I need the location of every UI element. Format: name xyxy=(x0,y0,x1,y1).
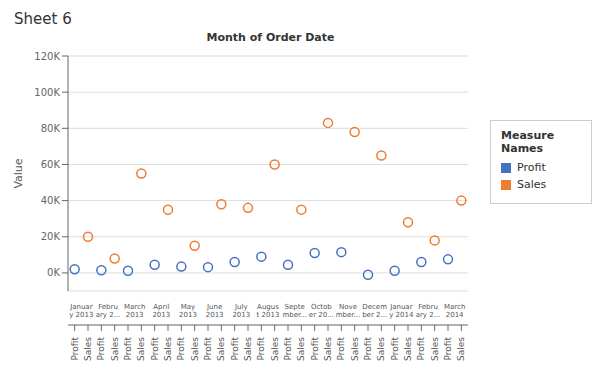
svg-text:January 2013: January 2013 xyxy=(69,303,93,319)
svg-text:Sales: Sales xyxy=(403,337,413,361)
svg-text:Sales: Sales xyxy=(430,337,440,361)
svg-text:August 2013: August 2013 xyxy=(257,303,280,319)
svg-text:Profit: Profit xyxy=(70,337,80,361)
svg-text:100K: 100K xyxy=(34,87,60,98)
svg-text:Profit: Profit xyxy=(443,337,453,361)
svg-text:Profit: Profit xyxy=(256,337,266,361)
svg-text:Value: Value xyxy=(12,158,25,188)
svg-text:Sales: Sales xyxy=(296,337,306,361)
html-text:Sales: Sales xyxy=(517,178,547,191)
svg-text:Sales: Sales xyxy=(190,337,200,361)
svg-text:December 2...: December 2... xyxy=(362,303,387,319)
svg-text:Sales: Sales xyxy=(83,337,93,361)
svg-text:20K: 20K xyxy=(41,231,61,242)
svg-text:40K: 40K xyxy=(41,195,61,206)
svg-text:Profit: Profit xyxy=(363,337,373,361)
svg-text:Profit: Profit xyxy=(390,337,400,361)
svg-text:September...: September... xyxy=(282,303,306,319)
svg-text:Sales: Sales xyxy=(243,337,253,361)
svg-text:Profit: Profit xyxy=(176,337,186,361)
svg-text:November...: November... xyxy=(336,303,360,319)
svg-text:Profit: Profit xyxy=(336,337,346,361)
html-text:Measure Names: Measure Names xyxy=(501,129,555,155)
html-text:Profit: Profit xyxy=(517,161,546,174)
svg-text:January 2014: January 2014 xyxy=(389,303,414,319)
svg-text:Profit: Profit xyxy=(230,337,240,361)
svg-text:Sales: Sales xyxy=(350,337,360,361)
html-text:Sheet 6: Sheet 6 xyxy=(14,10,72,28)
svg-text:February 2...: February 2... xyxy=(416,303,441,319)
svg-text:February 2...: February 2... xyxy=(96,303,121,319)
svg-text:March2014: March2014 xyxy=(444,303,465,319)
svg-text:Sales: Sales xyxy=(136,337,146,361)
svg-text:Sales: Sales xyxy=(110,337,120,361)
svg-text:Sales: Sales xyxy=(456,337,466,361)
svg-text:Profit: Profit xyxy=(310,337,320,361)
html-text:Month of Order Date: Month of Order Date xyxy=(206,31,335,44)
svg-text:Sales: Sales xyxy=(376,337,386,361)
svg-text:March2013: March2013 xyxy=(124,303,145,319)
svg-text:Sales: Sales xyxy=(323,337,333,361)
svg-text:Profit: Profit xyxy=(96,337,106,361)
svg-text:80K: 80K xyxy=(41,123,61,134)
svg-text:October 20...: October 20... xyxy=(309,303,334,319)
svg-text:April2013: April2013 xyxy=(152,303,170,319)
svg-text:Sales: Sales xyxy=(216,337,226,361)
svg-text:0K: 0K xyxy=(47,267,60,278)
svg-text:Profit: Profit xyxy=(203,337,213,361)
svg-text:Profit: Profit xyxy=(416,337,426,361)
svg-text:Profit: Profit xyxy=(150,337,160,361)
svg-text:July2013: July2013 xyxy=(232,303,250,319)
svg-text:Profit: Profit xyxy=(123,337,133,361)
svg-text:June2013: June2013 xyxy=(206,303,224,319)
svg-text:May2013: May2013 xyxy=(179,303,197,319)
svg-text:Profit: Profit xyxy=(283,337,293,361)
svg-text:60K: 60K xyxy=(41,159,61,170)
svg-text:120K: 120K xyxy=(34,51,60,62)
svg-text:Sales: Sales xyxy=(270,337,280,361)
svg-text:Sales: Sales xyxy=(163,337,173,361)
